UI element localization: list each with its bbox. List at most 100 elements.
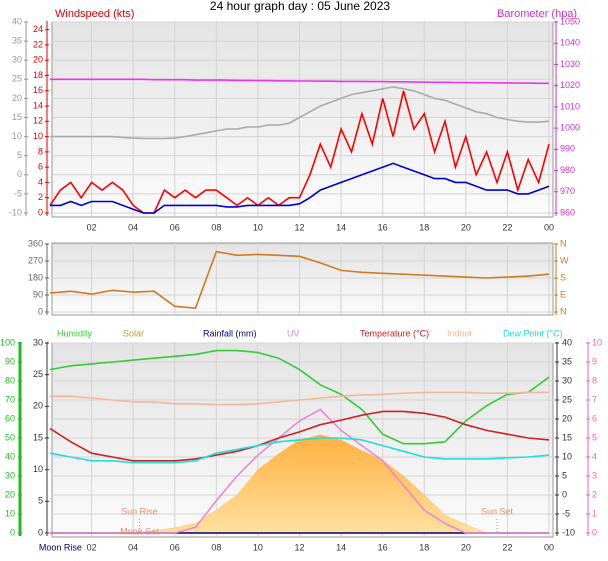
x-tick-label: 16 (378, 222, 388, 232)
y-tick-label: 5 (17, 150, 22, 160)
chart-title: 24 hour graph day : 05 June 2023 (210, 0, 390, 13)
y-tick-label: 0 (38, 207, 43, 217)
x-tick-label: 16 (378, 542, 388, 552)
y-tick-label: 16 (33, 85, 43, 95)
y-tick-label: 270 (28, 255, 43, 265)
y-tick-label: -10 (9, 207, 22, 217)
y-tick-label: 10 (592, 337, 602, 347)
y-tick-label: 30 (12, 55, 22, 65)
x-tick-label: 22 (502, 542, 512, 552)
axis-label: Windspeed (kts) (55, 8, 134, 20)
y-tick-label: S (560, 272, 566, 282)
y-tick-label: 30 (562, 375, 572, 385)
x-tick-label: 22 (502, 222, 512, 232)
y-tick-label: 20 (5, 489, 15, 499)
y-tick-label: 10 (12, 131, 22, 141)
line (50, 391, 549, 406)
legend-label: Temperature (°C) (360, 328, 429, 338)
y-tick-label: 8 (592, 375, 597, 385)
y-tick-label: 50 (5, 432, 15, 442)
legend-label: UV (287, 328, 300, 338)
y-tick-label: 90 (5, 356, 15, 366)
y-tick-label: 2 (38, 192, 43, 202)
x-tick-label: 04 (128, 222, 138, 232)
y-tick-label: 0 (562, 489, 567, 499)
y-tick-label: 0 (10, 527, 15, 537)
x-tick-label: 20 (461, 222, 471, 232)
y-tick-label: E (560, 289, 566, 299)
y-tick-label: 15 (12, 112, 22, 122)
y-tick-label: 25 (33, 369, 43, 379)
legend-label: Solar (123, 328, 144, 338)
y-tick-label: 0 (592, 527, 597, 537)
y-tick-label: 180 (28, 272, 43, 282)
y-tick-label: 10 (562, 451, 572, 461)
y-tick-label: 2 (592, 489, 597, 499)
y-tick-label: 10 (5, 508, 15, 518)
annotation: Moon Set (120, 526, 159, 536)
y-tick-label: 0 (38, 527, 43, 537)
y-tick-label: 70 (5, 394, 15, 404)
x-tick-label: 10 (253, 542, 263, 552)
y-tick-label: 40 (12, 16, 22, 26)
y-tick-label: 30 (33, 337, 43, 347)
line (50, 162, 550, 214)
y-tick-label: W (560, 255, 569, 265)
x-tick-label: 02 (87, 542, 97, 552)
axis-label: Barometer (hpa) (497, 8, 577, 20)
y-tick-label: 8 (38, 146, 43, 156)
line (49, 90, 550, 214)
y-tick-label: 15 (562, 432, 572, 442)
x-tick-label: 06 (170, 542, 180, 552)
annotation: Sun Set (481, 506, 514, 516)
y-tick-label: -5 (14, 188, 22, 198)
y-tick-label: N (560, 238, 567, 248)
annotation: Moon Rise (39, 542, 82, 552)
y-tick-label: 14 (33, 100, 43, 110)
x-tick-label: 08 (211, 222, 221, 232)
x-tick-label: 04 (128, 542, 138, 552)
x-tick-label: 14 (336, 542, 346, 552)
y-tick-label: 990 (560, 144, 575, 154)
y-tick-label: 360 (28, 238, 43, 248)
line (49, 349, 550, 445)
y-tick-label: 35 (562, 356, 572, 366)
y-tick-label: 1050 (560, 16, 580, 26)
y-tick-label: 80 (5, 375, 15, 385)
x-tick-label: 00 (544, 222, 554, 232)
line (50, 86, 550, 140)
x-tick-label: 12 (294, 542, 304, 552)
line (49, 250, 550, 310)
y-tick-label: 40 (562, 337, 572, 347)
y-tick-label: 20 (562, 413, 572, 423)
y-tick-label: 980 (560, 165, 575, 175)
y-tick-label: 1 (592, 508, 597, 518)
y-tick-label: 970 (560, 186, 575, 196)
y-tick-label: 1000 (560, 122, 580, 132)
y-tick-label: 25 (12, 74, 22, 84)
y-tick-label: 60 (5, 413, 15, 423)
y-tick-label: 18 (33, 70, 43, 80)
y-tick-label: 7 (592, 394, 597, 404)
x-tick-label: 14 (336, 222, 346, 232)
annotation: Sun Rise (121, 506, 158, 516)
line (50, 78, 549, 85)
y-tick-label: 1020 (560, 80, 580, 90)
line (49, 437, 550, 464)
legend-label: Rainfall (mm) (203, 328, 257, 338)
y-tick-label: 9 (592, 356, 597, 366)
y-tick-label: 0 (38, 306, 43, 316)
y-tick-label: 30 (5, 470, 15, 480)
y-tick-label: 3 (592, 470, 597, 480)
y-tick-label: 22 (33, 39, 43, 49)
y-tick-label: 90 (33, 289, 43, 299)
x-tick-label: 20 (461, 542, 471, 552)
y-tick-label: -10 (562, 527, 575, 537)
y-tick-label: 20 (12, 93, 22, 103)
y-tick-label: 5 (562, 470, 567, 480)
x-tick-label: 08 (211, 542, 221, 552)
y-tick-label: 40 (5, 451, 15, 461)
y-tick-label: 20 (33, 55, 43, 65)
y-tick-label: 12 (33, 116, 43, 126)
